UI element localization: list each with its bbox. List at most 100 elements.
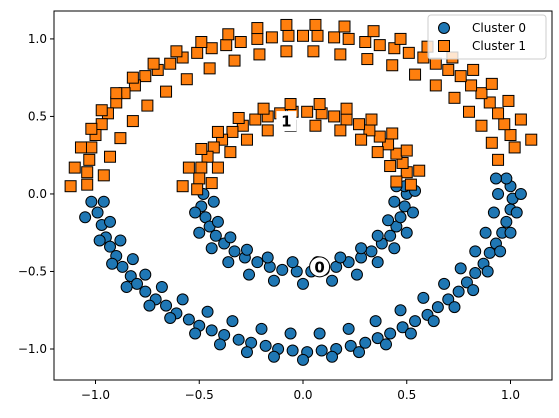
data-point — [284, 98, 297, 111]
data-point — [334, 251, 347, 264]
data-point — [342, 32, 355, 45]
data-point — [326, 274, 339, 287]
data-point — [226, 125, 239, 138]
data-point — [176, 293, 189, 306]
data-point — [508, 141, 521, 154]
points-layer — [64, 18, 538, 366]
data-point — [265, 31, 278, 44]
data-point — [257, 102, 270, 115]
data-point — [286, 344, 299, 357]
data-point — [97, 195, 110, 208]
data-point — [371, 229, 384, 242]
data-point — [201, 150, 214, 163]
data-point — [413, 164, 426, 177]
data-point — [342, 322, 355, 335]
data-point — [409, 68, 422, 81]
y-tick-label: −1.0 — [18, 342, 47, 356]
data-point — [211, 161, 224, 174]
data-point — [388, 42, 401, 55]
data-point — [249, 113, 262, 126]
data-point — [328, 110, 341, 123]
data-point — [359, 36, 372, 49]
data-point — [74, 141, 87, 154]
data-point — [104, 215, 117, 228]
data-point — [390, 175, 403, 188]
data-point — [386, 59, 399, 72]
data-point — [222, 256, 235, 269]
data-point — [388, 242, 401, 255]
data-point — [504, 226, 517, 239]
data-point — [301, 105, 314, 118]
data-point — [81, 166, 94, 179]
data-point — [240, 346, 253, 359]
data-point — [463, 105, 475, 118]
data-point — [311, 29, 324, 42]
data-point — [313, 98, 326, 111]
data-point — [193, 172, 206, 185]
data-point — [261, 251, 274, 264]
data-point — [228, 245, 241, 258]
data-point — [203, 62, 216, 75]
x-tick-label: 0.0 — [293, 388, 312, 402]
data-point — [110, 87, 123, 100]
data-point — [500, 172, 513, 185]
data-point — [492, 107, 505, 120]
legend-marker-cluster-1 — [438, 40, 450, 52]
data-point — [191, 46, 204, 59]
data-point — [384, 160, 397, 173]
data-point — [467, 284, 480, 297]
data-point — [361, 53, 374, 66]
data-point — [400, 144, 413, 157]
data-point — [164, 57, 177, 70]
data-point — [404, 327, 417, 340]
data-point — [259, 339, 272, 352]
data-point — [371, 256, 384, 269]
data-point — [514, 113, 527, 126]
data-point — [448, 301, 461, 314]
data-point — [85, 122, 98, 135]
data-point — [251, 22, 264, 35]
data-point — [442, 293, 455, 306]
data-point — [438, 277, 451, 290]
data-point — [207, 141, 220, 154]
data-point — [326, 350, 339, 363]
data-point — [93, 234, 106, 247]
data-point — [214, 338, 226, 351]
data-point — [116, 260, 129, 273]
x-tick-label: 1.0 — [501, 388, 520, 402]
data-point — [448, 91, 461, 104]
data-point — [91, 206, 104, 219]
data-point — [502, 94, 515, 107]
data-point — [205, 324, 218, 337]
data-point — [81, 178, 94, 191]
data-point — [475, 119, 488, 132]
data-point — [479, 226, 492, 239]
data-point — [500, 215, 513, 228]
data-point — [170, 45, 183, 58]
data-point — [525, 133, 538, 146]
data-point — [79, 211, 92, 224]
data-point — [224, 146, 237, 159]
data-point — [282, 29, 295, 42]
data-point — [104, 240, 117, 253]
data-point — [373, 39, 386, 52]
centroid-label-0: 0 — [314, 258, 324, 276]
data-point — [180, 73, 193, 86]
data-point — [365, 245, 378, 258]
data-point — [373, 130, 386, 143]
data-point — [394, 304, 407, 317]
y-tick-label: 0.5 — [28, 109, 47, 123]
data-point — [406, 206, 419, 219]
data-point — [164, 311, 177, 324]
data-point — [465, 79, 478, 92]
data-point — [489, 172, 502, 185]
data-point — [485, 77, 498, 90]
data-point — [442, 63, 455, 76]
data-point — [85, 195, 98, 208]
data-point — [160, 85, 173, 98]
data-point — [340, 102, 353, 115]
data-point — [338, 20, 351, 33]
data-point — [315, 344, 328, 357]
data-point — [189, 206, 202, 219]
